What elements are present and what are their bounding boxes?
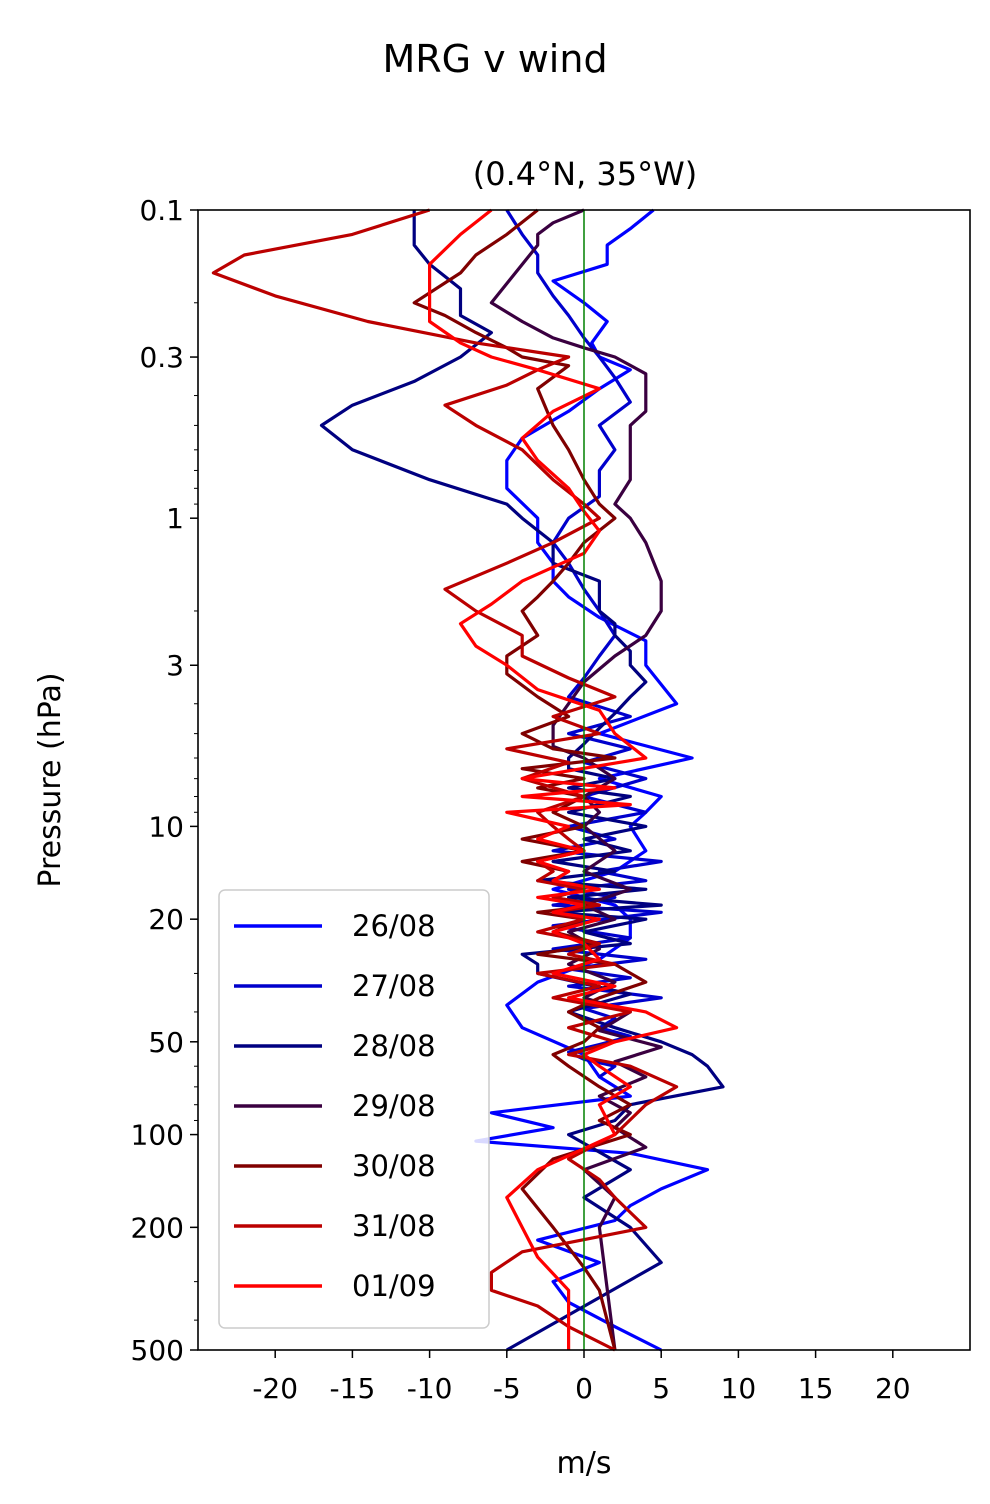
y-tick-label: 10 [148, 810, 184, 843]
chart-title: (0.4°N, 35°W) [473, 155, 698, 193]
y-tick-label: 0.3 [139, 341, 184, 374]
y-tick-label: 1 [166, 502, 184, 535]
y-tick-label: 200 [131, 1211, 184, 1244]
x-tick-label: -15 [330, 1372, 376, 1405]
x-tick-label: 5 [652, 1372, 670, 1405]
legend: 26/08 27/08 28/08 29/08 30/08 31/08 01/09 [218, 889, 490, 1329]
legend-items: 26/08 27/08 28/08 29/08 30/08 31/08 01/09 [234, 909, 436, 1303]
legend-label: 27/08 [352, 969, 436, 1003]
x-tick-label: -20 [252, 1372, 298, 1405]
y-tick-label: 0.1 [139, 194, 184, 227]
y-tick-label: 50 [148, 1026, 184, 1059]
y-tick-label: 20 [148, 903, 184, 936]
y-tick-label: 3 [166, 649, 184, 682]
legend-label: 30/08 [352, 1149, 436, 1183]
legend-label: 26/08 [352, 909, 436, 943]
x-tick-label: -5 [493, 1372, 521, 1405]
legend-box [218, 889, 490, 1329]
figure-suptitle: MRG v wind [382, 37, 607, 81]
series-line-4 [412, 208, 648, 1351]
x-tick-label: -10 [407, 1372, 453, 1405]
x-tick-label: 20 [875, 1372, 911, 1405]
y-tick-label: 100 [131, 1119, 184, 1152]
x-tick-label: 0 [575, 1372, 593, 1405]
y-axis-ticks: 0.1 0.3 1 3 10 20 50 100 200 500 [131, 194, 198, 1367]
legend-label: 31/08 [352, 1209, 436, 1243]
x-axis-label: m/s [557, 1446, 612, 1481]
y-axis-label: Pressure (hPa) [33, 672, 68, 887]
legend-label: 29/08 [352, 1089, 436, 1123]
series-line-2 [319, 210, 725, 1352]
x-axis-ticks: -20 -15 -10 -5 0 5 10 15 20 [252, 1350, 911, 1405]
legend-label: 28/08 [352, 1029, 436, 1063]
x-tick-label: 15 [798, 1372, 834, 1405]
x-tick-label: 10 [721, 1372, 757, 1405]
y-tick-label: 500 [131, 1334, 184, 1367]
legend-label: 01/09 [352, 1269, 436, 1303]
